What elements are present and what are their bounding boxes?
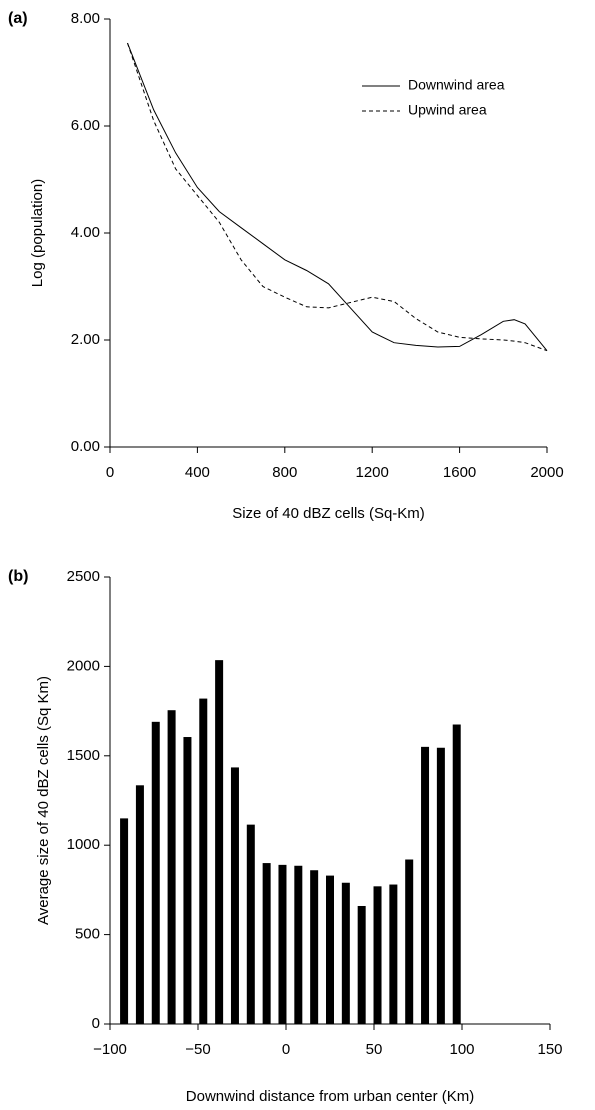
panel-label: (b): [8, 568, 28, 585]
bar: [310, 870, 319, 1024]
bar: [452, 724, 461, 1024]
bar: [183, 737, 192, 1024]
x-tick-label: 150: [537, 1041, 562, 1058]
x-axis-title: Downwind distance from urban center (Km): [186, 1088, 474, 1105]
bar: [230, 767, 239, 1024]
y-tick-label: 2.00: [71, 331, 100, 348]
y-tick-label: 4.00: [71, 224, 100, 241]
x-tick-label: 800: [272, 464, 297, 481]
bar: [389, 884, 398, 1024]
x-tick-label: 0: [282, 1041, 290, 1058]
y-tick-label: 0.00: [71, 438, 100, 455]
x-tick-label: 1600: [443, 464, 476, 481]
line-series: [127, 42, 548, 352]
x-tick-label: 400: [185, 464, 210, 481]
y-tick-label: 6.00: [71, 117, 100, 134]
panel-label: (a): [8, 10, 28, 27]
bar: [341, 882, 350, 1024]
bar: [278, 864, 287, 1024]
y-axis-title: Average size of 40 dBZ cells (Sq Km): [35, 676, 52, 925]
legend-label: Downwind area: [408, 77, 505, 93]
bar: [436, 747, 445, 1024]
x-tick-label: −50: [185, 1041, 210, 1058]
y-tick-label: 2500: [67, 568, 100, 585]
x-tick-label: 2000: [530, 464, 563, 481]
bar: [294, 865, 303, 1024]
y-tick-label: 500: [75, 926, 100, 943]
bar: [421, 746, 430, 1024]
bar: [405, 859, 414, 1024]
x-tick-label: 100: [449, 1041, 474, 1058]
line-series: [127, 42, 548, 352]
bar: [120, 818, 129, 1024]
x-axis-title: Size of 40 dBZ cells (Sq-Km): [232, 505, 425, 522]
bar: [167, 710, 176, 1024]
bar: [246, 824, 255, 1024]
x-tick-label: 0: [106, 464, 114, 481]
bar: [199, 698, 208, 1024]
y-tick-label: 1000: [67, 836, 100, 853]
y-tick-label: 1500: [67, 747, 100, 764]
x-tick-label: 1200: [356, 464, 389, 481]
y-tick-label: 0: [92, 1015, 100, 1032]
x-tick-label: −100: [93, 1041, 127, 1058]
bar: [326, 875, 334, 1024]
bar: [215, 660, 224, 1024]
y-tick-label: 2000: [67, 657, 100, 674]
legend-label: Upwind area: [408, 102, 487, 118]
x-tick-label: 50: [366, 1041, 383, 1058]
bar: [357, 905, 366, 1024]
y-axis-title: Log (population): [29, 179, 46, 287]
bar: [135, 785, 144, 1024]
bar: [373, 886, 382, 1024]
bar: [262, 863, 271, 1024]
y-tick-label: 8.00: [71, 10, 100, 27]
bar: [151, 721, 160, 1024]
